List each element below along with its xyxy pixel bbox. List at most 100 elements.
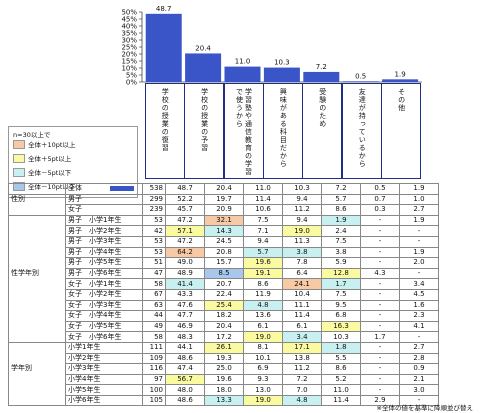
row-n: 44 xyxy=(142,310,166,322)
category-box: 学校の授業の予習 xyxy=(184,83,225,179)
table-cell: 20.9 xyxy=(204,204,244,216)
table-row: 女子 239 45.7 20.9 10.6 11.2 8.6 0.3 2.7 xyxy=(8,204,439,216)
table-cell: 15.7 xyxy=(204,257,244,269)
table-cell: 19.0 xyxy=(282,225,322,237)
data-table: 全体 538 48.7 20.4 11.0 10.3 7.2 0.5 1.9 性別 男子 299 52.… xyxy=(8,183,439,407)
table-row: 学年別 小学3年生 116 47.4 25.0 6.9 11.2 8.6-0.9 xyxy=(8,363,439,375)
row-label: 小学2年生 xyxy=(65,352,143,365)
group-label xyxy=(8,341,66,353)
footnote: ※全体の値を基準に降順並び替え xyxy=(376,404,473,412)
row-label: 女子 小学6年生 xyxy=(65,331,143,343)
row-label: 男子 小学3年生 xyxy=(65,235,143,248)
group-label xyxy=(8,225,66,237)
table-row: 小学5年生 100 48.0 18.0 13.0 7.0 11.0-3.0 xyxy=(8,384,439,396)
table-row: 全体 538 48.7 20.4 11.0 10.3 7.2 0.5 1.9 xyxy=(8,183,439,195)
table-row: 女子 小学2年生 67 43.3 22.4 11.9 10.4 7.5-4.5 xyxy=(8,288,439,301)
table-cell: 48.9 xyxy=(165,267,205,280)
row-label: 男子 小学6年生 xyxy=(65,267,143,280)
table-row: 小学6年生 105 48.6 13.3 19.0 4.8 11.4 2.9- xyxy=(8,394,439,407)
category-label: その他 xyxy=(397,88,406,112)
table-cell: 9.3 xyxy=(243,373,283,386)
row-label: 女子 xyxy=(65,204,143,216)
table-cell: 8.6 xyxy=(243,278,283,290)
data-label: 7.2 xyxy=(316,63,327,71)
table-cell: 8.6 xyxy=(321,204,361,216)
y-tick-label: 45% xyxy=(121,16,137,24)
table-cell: 6.4 xyxy=(282,267,322,280)
y-tick-label: 35% xyxy=(121,30,137,38)
category-label: 学校の授業の復習 xyxy=(161,88,170,152)
legend-label: 全体－5pt以下 xyxy=(28,169,72,177)
table-cell: 2.3 xyxy=(399,310,439,322)
y-tick-label: 30% xyxy=(121,37,137,45)
row-label: 男子 小学5年生 xyxy=(65,257,143,269)
group-label xyxy=(8,289,66,301)
table-cell: 2.1 xyxy=(399,373,439,386)
table-cell: - xyxy=(399,394,439,407)
table-cell: 43.3 xyxy=(165,288,205,301)
table-row: 女子 小学5年生 49 46.9 20.4 6.1 6.1 16.3-4.1 xyxy=(8,320,439,333)
table-cell: 48.6 xyxy=(165,394,205,407)
legend-item: 全体＋5pt以上 xyxy=(13,153,71,163)
legend-item: 全体＋10pt以上 xyxy=(13,139,76,149)
y-tick-label: 0% xyxy=(126,79,137,87)
table-cell: 6.8 xyxy=(321,310,361,322)
row-n: 51 xyxy=(142,257,166,269)
table-cell: 8.1 xyxy=(243,341,283,354)
row-label: 男子 小学1年生 xyxy=(65,214,143,227)
table-cell: 22.4 xyxy=(204,288,244,301)
table-cell: 1.9 xyxy=(321,214,361,227)
table-cell: 52.2 xyxy=(165,193,205,206)
legend-label: 全体＋10pt以上 xyxy=(28,141,76,149)
table-cell: 1.7 xyxy=(360,331,400,343)
table-cell: 10.4 xyxy=(282,288,322,301)
table-cell: 48.0 xyxy=(165,384,205,396)
group-label: 性別 xyxy=(8,193,66,205)
group-label xyxy=(8,395,66,407)
bar xyxy=(224,66,261,82)
row-n: 538 xyxy=(142,183,166,195)
legend-swatch xyxy=(13,167,25,177)
table-row: 男子 小学4年生 53 64.2 20.8 5.7 3.8 3.8-1.9 xyxy=(8,246,439,259)
row-label: 男子 小学4年生 xyxy=(65,246,143,259)
y-tick-label: 40% xyxy=(121,23,137,31)
table-cell: 4.3 xyxy=(360,267,400,280)
row-n: 58 xyxy=(142,331,166,343)
table-cell: - xyxy=(360,278,400,290)
table-cell: 1.9 xyxy=(399,246,439,259)
table-cell: 17.2 xyxy=(204,331,244,343)
row-n: 42 xyxy=(142,225,166,237)
table-cell: 0.7 xyxy=(360,193,400,206)
data-label: 0.5 xyxy=(355,72,366,80)
table-cell: 17.1 xyxy=(282,341,322,354)
row-n: 97 xyxy=(142,373,166,386)
row-n: 100 xyxy=(142,384,166,396)
table-cell: 26.1 xyxy=(204,341,244,354)
table-cell: 19.3 xyxy=(204,352,244,365)
table-cell: 19.7 xyxy=(204,193,244,206)
table-cell: - xyxy=(360,288,400,301)
table-cell: 19.0 xyxy=(243,331,283,343)
category-label: 受験のため xyxy=(318,88,327,128)
category-label: 友達が持っているから xyxy=(358,88,367,168)
row-n: 49 xyxy=(142,320,166,333)
table-cell: - xyxy=(360,235,400,248)
table-cell: 13.0 xyxy=(243,384,283,396)
table-row: 男子 小学5年生 51 49.0 15.7 19.6 7.8 5.9-2.0 xyxy=(8,257,439,269)
group-label xyxy=(8,236,66,248)
table-cell: 11.4 xyxy=(282,310,322,322)
group-label xyxy=(8,183,66,195)
y-tick-label: 20% xyxy=(121,51,137,59)
bar xyxy=(145,13,182,82)
table-row: 女子 小学3年生 63 47.6 25.4 4.8 11.1 9.5-1.6 xyxy=(8,299,439,312)
table-cell: 10.1 xyxy=(243,352,283,365)
table-cell: 12.8 xyxy=(321,267,361,280)
table-cell: 7.2 xyxy=(321,183,361,195)
row-label: 小学1年生 xyxy=(65,341,143,354)
table-cell: 2.7 xyxy=(399,204,439,216)
row-label: 男子 xyxy=(65,193,143,206)
table-cell: - xyxy=(360,320,400,333)
table-row: 男子 小学3年生 53 47.2 24.5 9.4 11.3 7.5- - xyxy=(8,235,439,248)
row-label: 小学3年生 xyxy=(65,363,143,375)
table-cell: 0.5 xyxy=(360,183,400,195)
